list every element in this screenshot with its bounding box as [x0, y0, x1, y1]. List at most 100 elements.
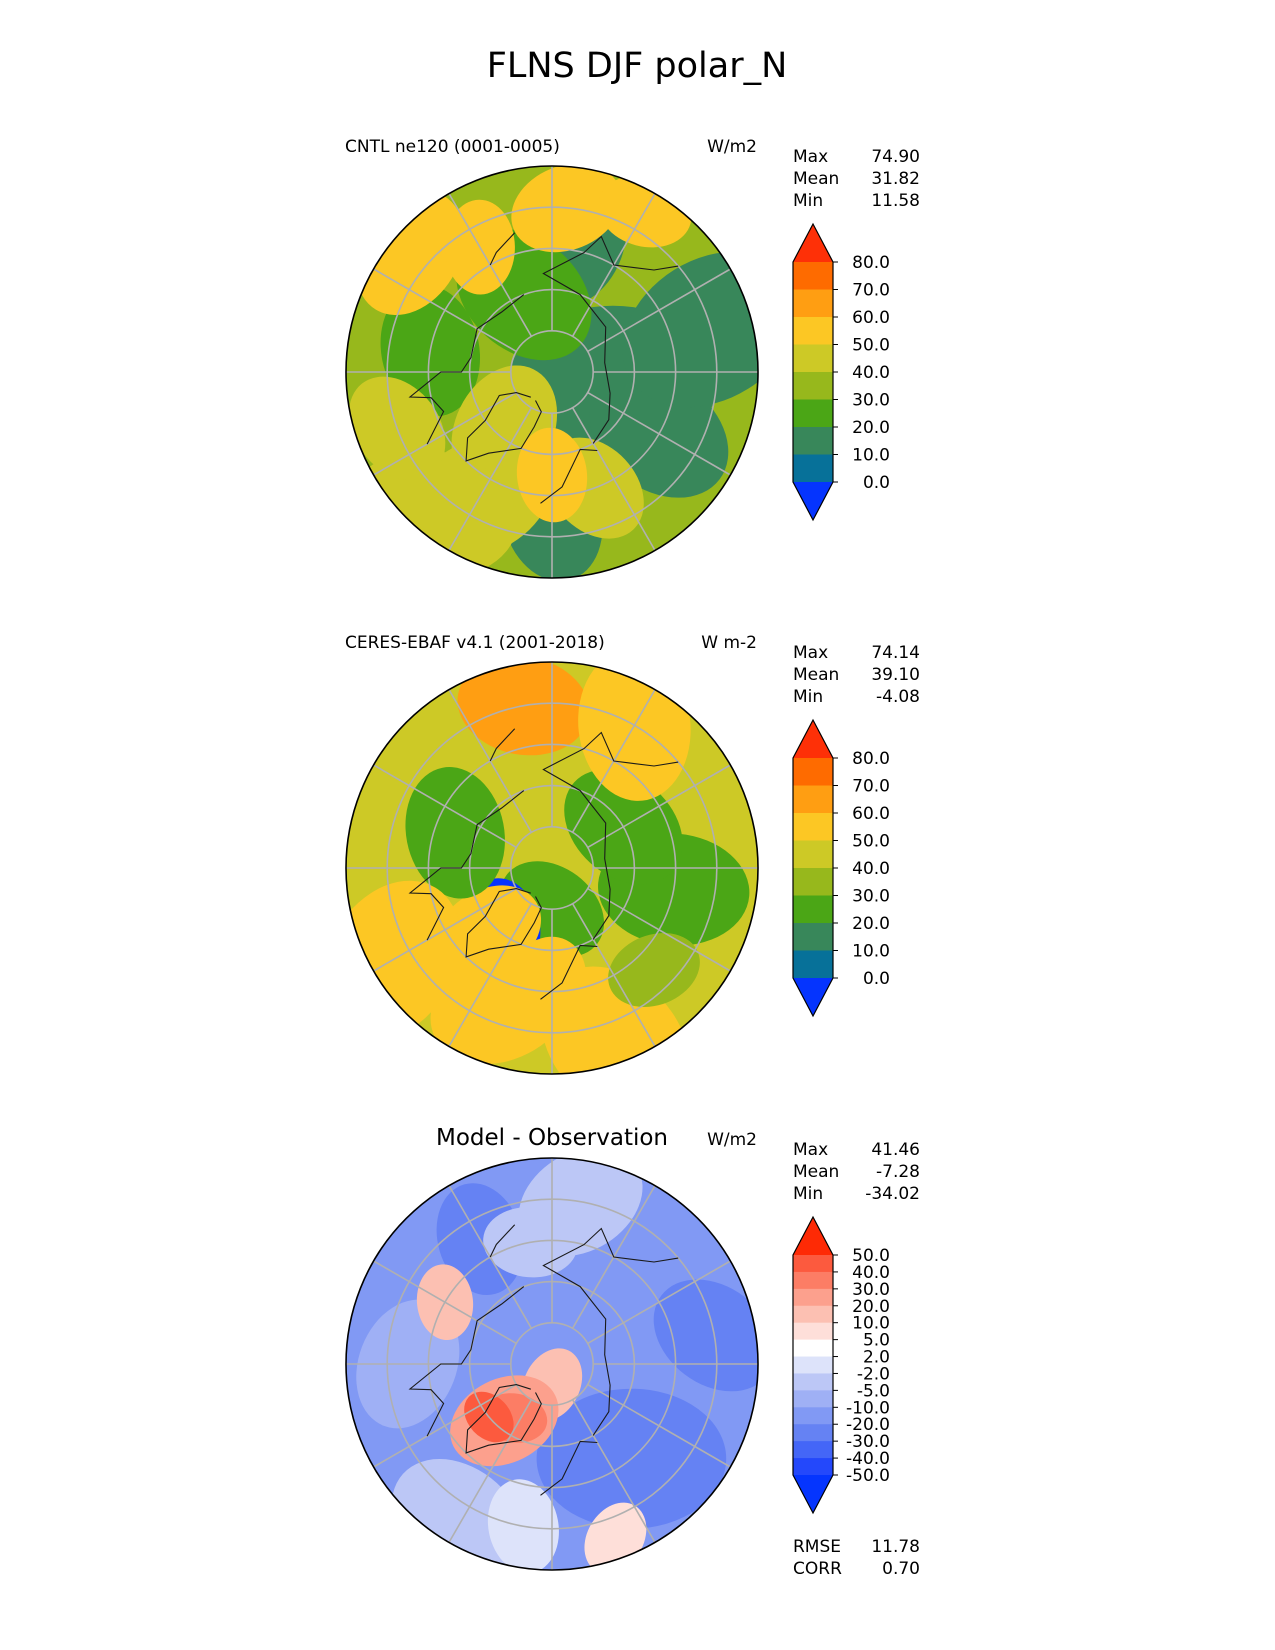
- colorbar-cell: [793, 1255, 833, 1273]
- meridian-line: [373, 764, 517, 849]
- colorbar-cell: [793, 923, 833, 951]
- coastline: [408, 294, 525, 445]
- colorbar-cell: [793, 399, 833, 428]
- coastline: [540, 448, 598, 504]
- panel-3-rmse-label: RMSE: [793, 1537, 841, 1557]
- field-region-7: [405, 767, 505, 899]
- meridian-line: [571, 1399, 656, 1543]
- colorbar-cell: [793, 1288, 833, 1307]
- meridian-line: [587, 1383, 731, 1468]
- colorbar-cell: [793, 1441, 833, 1459]
- colorbar-cell: [793, 372, 833, 400]
- meridian-line: [448, 903, 533, 1047]
- colorbar-cell: [793, 1390, 833, 1408]
- panel-3-stat-min-label: Min: [793, 1184, 823, 1204]
- colorbar-cell: [793, 1407, 833, 1425]
- coastline: [540, 944, 598, 1000]
- map-boundary: [345, 165, 759, 579]
- panel-2-units: W m-2: [701, 633, 757, 653]
- panel-2-colorbar: 80.0 70.0 60.0 50.0 40.0 30.0 20.0 10.0 0.0: [792, 718, 890, 1018]
- colorbar-cell: [793, 262, 833, 290]
- colorbar-tick-label: 2.0: [863, 1348, 890, 1368]
- coastline: [489, 1224, 516, 1258]
- meridian-line: [587, 391, 731, 476]
- coastline: [465, 392, 542, 462]
- colorbar-tick-label: 30.0: [852, 391, 890, 411]
- colorbar-tick-label: 80.0: [852, 253, 890, 273]
- colorbar-extend-bottom: [793, 978, 833, 1016]
- meridian-line: [571, 407, 656, 551]
- colorbar-tick-label: 5.0: [863, 1331, 890, 1351]
- colorbar-tick-label: 60.0: [852, 308, 890, 328]
- colorbar-tick-label: 80.0: [852, 749, 890, 769]
- panel-1-title: CNTL ne120 (0001-0005): [345, 137, 560, 157]
- colorbar-tick-label: 30.0: [852, 887, 890, 907]
- colorbar-cell: [793, 427, 833, 455]
- coastline: [408, 1286, 525, 1437]
- coastline: [489, 728, 516, 762]
- panel-2-map: [345, 661, 759, 1075]
- meridian-line: [373, 1260, 517, 1345]
- panel-1-stat-max-label: Max: [793, 147, 828, 167]
- colorbar-tick-label: 10.0: [852, 1314, 890, 1334]
- colorbar-cell: [793, 454, 833, 483]
- map-boundary: [345, 1157, 759, 1571]
- panel-3-stat-max-value: 41.46: [871, 1140, 920, 1160]
- meridian-line: [448, 1399, 533, 1543]
- field-region-14: [608, 933, 700, 1007]
- colorbar-tick-label: -10.0: [846, 1398, 890, 1418]
- meridian-line: [587, 887, 731, 972]
- coastline: [489, 232, 516, 266]
- colorbar-tick-label: -2.0: [857, 1364, 890, 1384]
- meridian-line: [571, 903, 656, 1047]
- colorbar-tick-label: 20.0: [852, 1297, 890, 1317]
- meridian-line: [448, 407, 533, 551]
- colorbar-tick-label: 20.0: [852, 914, 890, 934]
- panel-1-map: [345, 165, 759, 579]
- panel-1-stat-mean-label: Mean: [793, 169, 839, 189]
- colorbar-tick-label: 40.0: [852, 363, 890, 383]
- panel-1-units: W/m2: [707, 137, 757, 157]
- panel-3-colorbar: 50.040.030.020.010.05.02.0-2.0-5.0-10.0-…: [792, 1215, 890, 1515]
- colorbar-tick-label: 30.0: [852, 1280, 890, 1300]
- field-region-9: [430, 942, 575, 1065]
- colorbar-cell: [793, 317, 833, 345]
- colorbar-cell: [793, 895, 833, 924]
- meridian-line: [373, 268, 517, 353]
- colorbar-tick-label: -50.0: [846, 1466, 890, 1486]
- colorbar-tick-label: 10.0: [852, 446, 890, 466]
- panel-3-stat-mean-value: -7.28: [876, 1162, 920, 1182]
- panel-3-stat-mean-label: Mean: [793, 1162, 839, 1182]
- meridian-line: [373, 391, 517, 476]
- colorbar-cell: [793, 1458, 833, 1476]
- panel-ceres: CERES-EBAF v4.1 (2001-2018) W m-2 Max 74…: [345, 633, 920, 1075]
- panel-1-colorbar: 80.0 70.0 60.0 50.0 40.0 30.0 20.0 10.0 0.0: [792, 222, 890, 522]
- meridian-line: [373, 1383, 517, 1468]
- colorbar-tick-label: 50.0: [852, 336, 890, 356]
- coastline: [408, 790, 525, 941]
- coastline: [540, 1440, 598, 1496]
- colorbar-cell: [793, 840, 833, 869]
- colorbar-cell: [793, 1356, 833, 1374]
- panel-3-map: [345, 1157, 759, 1571]
- panel-2-stat-min-value: -4.08: [876, 687, 920, 707]
- panel-3-units: W/m2: [707, 1130, 757, 1150]
- colorbar-cell: [793, 758, 833, 786]
- colorbar-cell: [793, 813, 833, 841]
- colorbar-cell: [793, 950, 833, 979]
- colorbar-cell: [793, 1373, 833, 1391]
- colorbar-tick-label: 50.0: [852, 1246, 890, 1266]
- colorbar-extend-bottom: [793, 1475, 833, 1513]
- colorbar-tick-label: -20.0: [846, 1415, 890, 1435]
- figure-title: FLNS DJF polar_N: [487, 46, 788, 86]
- panel-cntl: CNTL ne120 (0001-0005) W/m2 Max 74.90 Me…: [345, 137, 920, 579]
- coastline: [542, 731, 679, 940]
- colorbar-extend-top: [793, 1217, 833, 1255]
- panel-diff: Model - Observation W/m2 Max 41.46 Mean …: [345, 1125, 920, 1579]
- colorbar-tick-label: 60.0: [852, 804, 890, 824]
- colorbar-tick-label: 10.0: [852, 942, 890, 962]
- panel-3-title: Model - Observation: [436, 1125, 668, 1151]
- map-field: [346, 166, 758, 578]
- panel-1-stat-min-label: Min: [793, 191, 823, 211]
